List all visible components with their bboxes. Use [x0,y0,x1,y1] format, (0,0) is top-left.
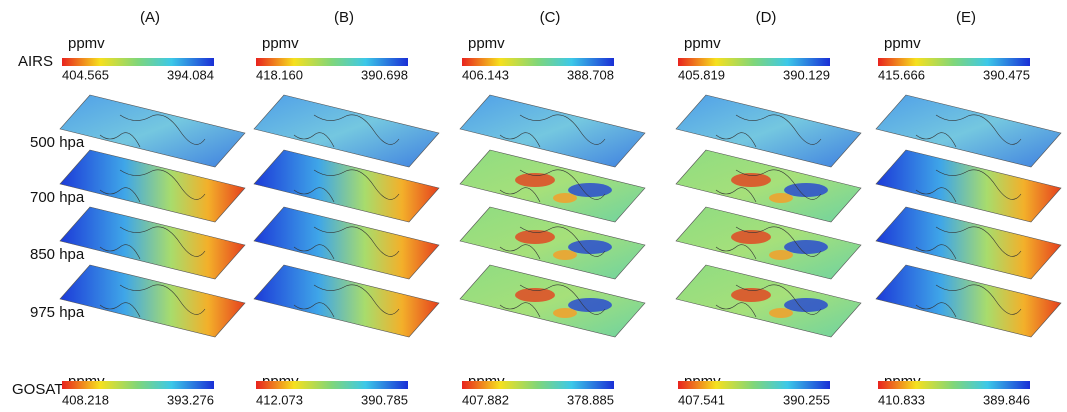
colorbar [462,58,614,66]
colorbar [62,58,214,66]
colorbar [878,381,1030,389]
colorbar-high: 415.666 [878,67,925,82]
map-anomaly [784,240,828,254]
row-label: GOSAT [12,381,63,398]
colorbar-low: 390.698 [361,67,408,82]
colorbar-unit: ppmv [884,35,921,52]
colorbar-unit: ppmv [68,35,105,52]
colorbar [62,381,214,389]
panel-label: (D) [756,9,777,26]
colorbar-low: 378.885 [567,392,614,407]
level-label: 850 hpa [30,246,85,263]
map-anomaly [553,193,577,203]
colorbar-high: 407.541 [678,392,725,407]
colorbar-high: 405.819 [678,67,725,82]
map-anomaly [769,193,793,203]
colorbar-unit: ppmv [468,35,505,52]
map-anomaly [515,173,555,187]
level-label: 975 hpa [30,304,85,321]
colorbar [678,58,830,66]
colorbar [256,58,408,66]
colorbar [878,58,1030,66]
panel-label: (B) [334,9,354,26]
colorbar-high: 407.882 [462,392,509,407]
colorbar-low: 390.129 [783,67,830,82]
colorbar-high: 408.218 [62,392,109,407]
map-anomaly [784,298,828,312]
map-anomaly [568,183,612,197]
colorbar-low: 389.846 [983,392,1030,407]
map-anomaly [553,250,577,260]
map-anomaly [568,298,612,312]
map-anomaly [515,230,555,244]
map-anomaly [731,230,771,244]
panel-label: (C) [540,9,561,26]
figure: AIRS GOSAT 500 hpa 700 hpa 850 hpa 975 hpa (A)… [0,0,1067,412]
colorbar-high: 418.160 [256,67,303,82]
colorbar-low: 390.255 [783,392,830,407]
map-anomaly [769,308,793,318]
colorbar-high: 406.143 [462,67,509,82]
row-label: AIRS [18,53,53,70]
colorbar-high: 410.833 [878,392,925,407]
map-anomaly [731,288,771,302]
panel-label: (E) [956,9,976,26]
colorbar-low: 388.708 [567,67,614,82]
colorbar [256,381,408,389]
colorbar-high: 404.565 [62,67,109,82]
colorbar [462,381,614,389]
map-anomaly [515,288,555,302]
colorbar [678,381,830,389]
colorbar-unit: ppmv [262,35,299,52]
map-anomaly [568,240,612,254]
map-anomaly [784,183,828,197]
colorbar-low: 390.785 [361,392,408,407]
map-anomaly [731,173,771,187]
level-label: 500 hpa [30,134,85,151]
colorbar-low: 394.084 [167,67,214,82]
panel-label: (A) [140,9,160,26]
level-label: 700 hpa [30,189,85,206]
map-anomaly [553,308,577,318]
map-anomaly [769,250,793,260]
colorbar-high: 412.073 [256,392,303,407]
colorbar-low: 393.276 [167,392,214,407]
colorbar-low: 390.475 [983,67,1030,82]
colorbar-unit: ppmv [684,35,721,52]
